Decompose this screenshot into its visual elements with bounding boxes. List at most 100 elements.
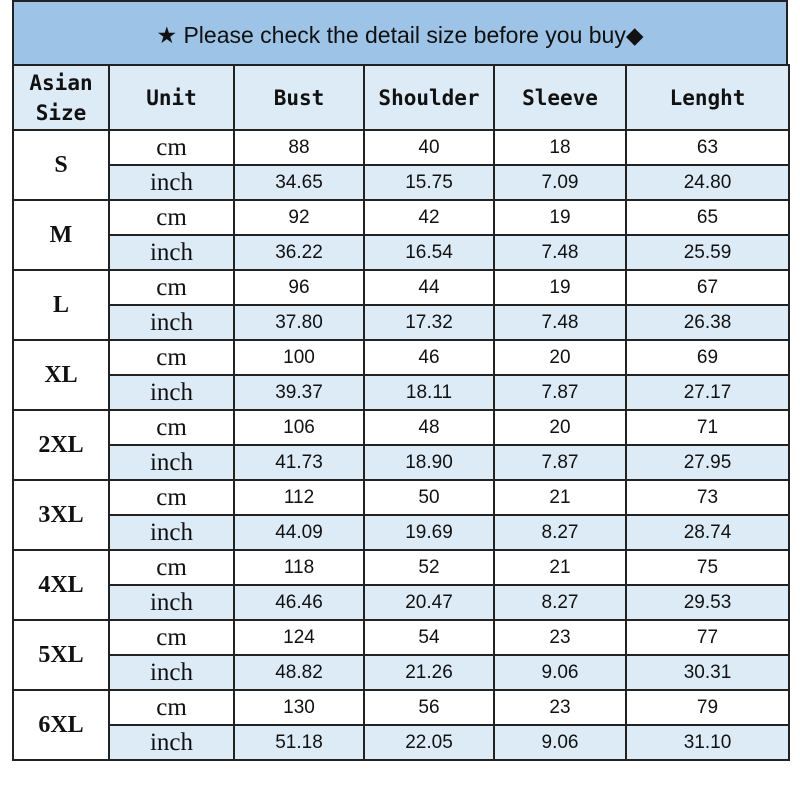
- shoulder-cell: 48: [363, 409, 495, 446]
- shoulder-cell: 52: [363, 549, 495, 586]
- bust-cell: 41.73: [233, 444, 365, 481]
- bust-cell: 44.09: [233, 514, 365, 551]
- size-label: 2XL: [12, 409, 110, 481]
- length-cell: 67: [625, 269, 790, 306]
- bust-cell: 88: [233, 129, 365, 166]
- length-cell: 77: [625, 619, 790, 656]
- unit-label: cm: [108, 199, 235, 236]
- bust-cell: 112: [233, 479, 365, 516]
- unit-label: inch: [108, 514, 235, 551]
- size-label: M: [12, 199, 110, 271]
- shoulder-cell: 20.47: [363, 584, 495, 621]
- header-bust: Bust: [233, 64, 365, 131]
- length-cell: 27.17: [625, 374, 790, 411]
- sleeve-cell: 7.09: [493, 164, 627, 201]
- unit-label: cm: [108, 129, 235, 166]
- unit-label: cm: [108, 409, 235, 446]
- length-cell: 29.53: [625, 584, 790, 621]
- bust-cell: 34.65: [233, 164, 365, 201]
- table-row-cm: 5XL cm 124 54 23 77: [12, 619, 790, 691]
- bust-cell: 48.82: [233, 654, 365, 691]
- unit-label: inch: [108, 304, 235, 341]
- header-asian-size: Asian Size: [12, 64, 110, 131]
- bust-cell: 124: [233, 619, 365, 656]
- unit-label: inch: [108, 724, 235, 761]
- table-row-inch: inch 39.37 18.11 7.87 27.17: [13, 374, 790, 411]
- sleeve-cell: 21: [493, 479, 627, 516]
- length-cell: 24.80: [625, 164, 790, 201]
- table-row-cm: 3XL cm 112 50 21 73: [12, 479, 790, 551]
- header-length: Lenght: [625, 64, 790, 131]
- shoulder-cell: 42: [363, 199, 495, 236]
- shoulder-cell: 19.69: [363, 514, 495, 551]
- header-unit: Unit: [108, 64, 235, 131]
- unit-label: inch: [108, 164, 235, 201]
- sleeve-cell: 8.27: [493, 584, 627, 621]
- bust-cell: 46.46: [233, 584, 365, 621]
- size-label: 6XL: [12, 689, 110, 761]
- table-row-inch: inch 46.46 20.47 8.27 29.53: [13, 584, 790, 621]
- shoulder-cell: 15.75: [363, 164, 495, 201]
- length-cell: 79: [625, 689, 790, 726]
- unit-label: inch: [108, 234, 235, 271]
- unit-label: cm: [108, 479, 235, 516]
- bust-cell: 106: [233, 409, 365, 446]
- shoulder-cell: 18.90: [363, 444, 495, 481]
- chart-title: ★ Please check the detail size before yo…: [12, 0, 788, 64]
- unit-label: inch: [108, 444, 235, 481]
- length-cell: 26.38: [625, 304, 790, 341]
- bust-cell: 130: [233, 689, 365, 726]
- length-cell: 31.10: [625, 724, 790, 761]
- shoulder-cell: 17.32: [363, 304, 495, 341]
- size-label: 5XL: [12, 619, 110, 691]
- length-cell: 65: [625, 199, 790, 236]
- sleeve-cell: 7.87: [493, 374, 627, 411]
- bust-cell: 39.37: [233, 374, 365, 411]
- unit-label: inch: [108, 584, 235, 621]
- sleeve-cell: 19: [493, 269, 627, 306]
- shoulder-cell: 50: [363, 479, 495, 516]
- table-row-inch: inch 48.82 21.26 9.06 30.31: [13, 654, 790, 691]
- sleeve-cell: 9.06: [493, 724, 627, 761]
- shoulder-cell: 54: [363, 619, 495, 656]
- bust-cell: 51.18: [233, 724, 365, 761]
- shoulder-cell: 18.11: [363, 374, 495, 411]
- sleeve-cell: 8.27: [493, 514, 627, 551]
- size-label: 4XL: [12, 549, 110, 621]
- size-chart: ★ Please check the detail size before yo…: [12, 0, 790, 761]
- bust-cell: 92: [233, 199, 365, 236]
- header-shoulder: Shoulder: [363, 64, 495, 131]
- length-cell: 30.31: [625, 654, 790, 691]
- table-row-inch: inch 34.65 15.75 7.09 24.80: [13, 164, 790, 201]
- shoulder-cell: 40: [363, 129, 495, 166]
- sleeve-cell: 7.48: [493, 234, 627, 271]
- shoulder-cell: 46: [363, 339, 495, 376]
- table-row-inch: inch 36.22 16.54 7.48 25.59: [13, 234, 790, 271]
- size-table: Asian Size Unit Bust Shoulder Sleeve Len…: [12, 64, 790, 761]
- size-label: 3XL: [12, 479, 110, 551]
- table-row-cm: 4XL cm 118 52 21 75: [12, 549, 790, 621]
- bust-cell: 100: [233, 339, 365, 376]
- table-row-cm: XL cm 100 46 20 69: [12, 339, 790, 411]
- bust-cell: 96: [233, 269, 365, 306]
- length-cell: 63: [625, 129, 790, 166]
- unit-label: cm: [108, 689, 235, 726]
- size-label: L: [12, 269, 110, 341]
- shoulder-cell: 21.26: [363, 654, 495, 691]
- sleeve-cell: 9.06: [493, 654, 627, 691]
- sleeve-cell: 18: [493, 129, 627, 166]
- table-row-cm: 2XL cm 106 48 20 71: [12, 409, 790, 481]
- unit-label: inch: [108, 374, 235, 411]
- sleeve-cell: 7.48: [493, 304, 627, 341]
- table-row-inch: inch 44.09 19.69 8.27 28.74: [13, 514, 790, 551]
- length-cell: 25.59: [625, 234, 790, 271]
- size-label: S: [12, 129, 110, 201]
- length-cell: 27.95: [625, 444, 790, 481]
- sleeve-cell: 20: [493, 339, 627, 376]
- unit-label: inch: [108, 654, 235, 691]
- header-row: Asian Size Unit Bust Shoulder Sleeve Len…: [12, 64, 790, 131]
- length-cell: 28.74: [625, 514, 790, 551]
- shoulder-cell: 56: [363, 689, 495, 726]
